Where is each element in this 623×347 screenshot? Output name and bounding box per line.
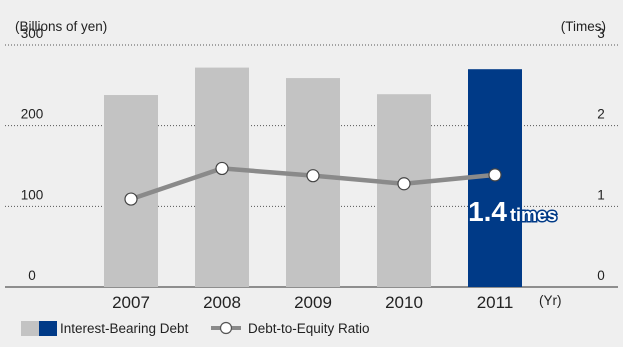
legend-swatch-blue [39, 321, 57, 336]
legend-marker-icon [219, 321, 233, 335]
left-tick-label: 300 [21, 26, 44, 41]
right-tick-label: 0 [597, 268, 605, 283]
left-tick-label: 200 [21, 107, 44, 122]
markers-layer [124, 161, 502, 206]
bars-layer [104, 67, 522, 287]
bar-2009 [286, 78, 340, 287]
left-tick-labels: 0 100 200 300 [21, 26, 44, 283]
x-unit-label: (Yr) [539, 293, 562, 308]
category-label-2009: 2009 [294, 293, 332, 312]
category-label-2011: 2011 [477, 293, 514, 312]
category-labels: 2007 2008 2009 2010 2011 [112, 293, 513, 312]
bar-2010 [377, 94, 431, 287]
legend: Interest-Bearing Debt Debt-to-Equity Rat… [21, 321, 370, 336]
legend-label-ratio: Debt-to-Equity Ratio [248, 321, 370, 336]
right-tick-label: 3 [597, 26, 605, 41]
legend-item-interest-bearing-debt: Interest-Bearing Debt [21, 321, 189, 336]
annotation-value: 1.4 [468, 196, 507, 227]
left-tick-label: 0 [28, 268, 36, 283]
category-label-2008: 2008 [203, 293, 241, 312]
category-label-2007: 2007 [112, 293, 150, 312]
right-tick-label: 2 [597, 107, 605, 122]
right-tick-label: 1 [597, 187, 605, 202]
legend-label-debt: Interest-Bearing Debt [60, 321, 189, 336]
left-axis-label: (Billions of yen) [15, 19, 107, 34]
ratio-point-2008 [215, 161, 229, 176]
ratio-point-2009 [306, 169, 320, 183]
left-tick-label: 100 [21, 187, 44, 202]
legend-swatch-gray [21, 321, 39, 336]
legend-item-debt-to-equity-ratio: Debt-to-Equity Ratio [211, 321, 370, 336]
annotation: 1.4 times [467, 195, 558, 227]
right-axis-label: (Times) [561, 19, 606, 34]
right-tick-labels: 0 1 2 3 [597, 26, 605, 283]
annotation-unit: times [510, 205, 557, 225]
bar-2008 [195, 67, 249, 287]
ratio-point-2011 [488, 168, 502, 182]
ratio-point-2010 [397, 177, 411, 191]
category-label-2010: 2010 [385, 293, 423, 312]
ratio-point-2007 [124, 192, 138, 206]
